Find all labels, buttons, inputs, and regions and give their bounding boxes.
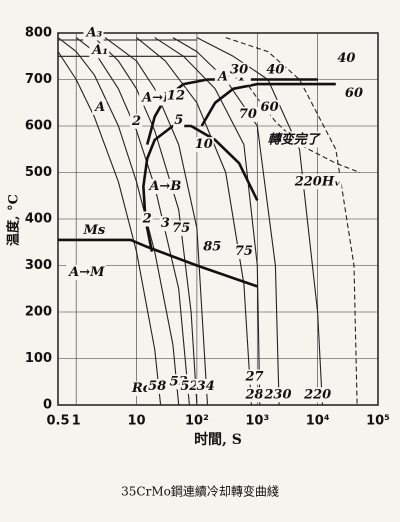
x-tick-label: 10² [185,414,209,429]
annotation-bg [92,99,107,115]
annotation: 12 [167,88,185,103]
curve [225,37,358,406]
annotation-bg [259,99,280,115]
annotation: 2 [131,114,141,129]
y-tick-label: 400 [25,212,52,227]
y-tick-label: 300 [25,258,52,273]
y-tick-label: 0 [43,398,52,413]
annotation: 75 [172,221,190,236]
annotation: 58 [148,379,166,394]
curve [57,51,162,406]
annotation-bg [129,381,152,397]
annotation: 220Hᵥ [294,174,341,189]
annotation-bg [237,106,258,122]
annotation: A₁ [90,43,108,58]
curve [58,238,258,288]
annotation: 27 [244,370,263,385]
annotation: A→F [140,91,173,106]
annotation: A [93,100,105,115]
x-tick-label: 10⁴ [306,414,330,429]
annotation-bg [89,43,110,59]
y-tick-label: 800 [25,26,52,41]
annotation-bg [262,387,293,403]
curve [243,79,360,174]
y-tick-label: 200 [25,305,52,320]
y-tick-label: 500 [25,165,52,180]
annotation-bg [139,90,175,106]
y-axis-label: 温度, °C [6,194,22,246]
annotation-bg [165,88,187,104]
annotation: 40 [266,63,284,78]
curve [196,37,323,406]
x-axis-label: 时間, S [194,431,242,448]
annotation-bg [66,264,107,280]
annotation: 5 [174,113,183,128]
annotation: 60 [261,100,279,115]
curve [172,37,280,406]
curve [145,78,318,145]
annotation-bg [336,51,357,67]
annotation-bg [140,211,153,227]
annotation-bg [266,131,323,148]
x-tick-label: 10 [127,414,145,429]
curve [104,37,209,406]
annotation: 34 [197,379,215,394]
curve [154,37,261,406]
annotation-bg [130,113,143,129]
annotation-bg [233,244,254,260]
annotation: 10 [195,137,213,152]
annotation-bg [193,137,214,153]
annotation-bg [343,85,365,101]
x-tick-label: 10⁵ [366,414,390,429]
annotation: 60 [345,86,363,101]
annotation-bg [159,216,171,232]
annotation: Ms [82,223,105,238]
y-tick-label: 600 [25,119,52,134]
annotation: 75 [235,244,253,259]
annotation: 230 [263,387,291,402]
annotation: 70 [239,107,257,122]
annotation: 220 [303,387,331,402]
annotation: 85 [203,239,221,254]
annotation: 3 [161,216,170,231]
annotation-bg [173,112,185,128]
annotation-bg [265,62,286,78]
x-tick-label: 1 [72,414,81,429]
y-tick-label: 100 [25,351,52,366]
x-tick-label: 0.5 [46,414,69,429]
annotation-bg [146,178,183,194]
annotation-bg [195,378,216,394]
annotation: A₃ [84,26,102,41]
curve [93,37,198,406]
annotation-bg [171,220,192,236]
annotation-bg [243,369,265,385]
annotation: 28 [244,387,263,402]
curve [142,124,259,252]
annotation: 40 [337,51,355,66]
annotation: A→M [67,265,105,280]
annotation-bg [83,25,104,41]
annotation: 轉变完了 [268,131,322,147]
annotation: A→B [147,179,181,194]
annotation-bg [302,387,333,403]
annotation: Rc [131,381,151,396]
curve [200,82,336,127]
x-tick-label: 10³ [245,414,269,429]
annotation-bg [202,239,223,255]
annotation-bg [243,387,265,403]
annotation: 52 [180,379,198,394]
annotation-bg [147,378,168,394]
annotation-bg [179,378,200,394]
annotation-bg [292,174,342,190]
annotation-bg [81,223,107,239]
curve [57,37,180,406]
y-tick-label: 700 [25,72,52,87]
annotation: 2 [142,212,152,227]
annotation: 30 [230,63,248,78]
caption: 35CrMo鋼連續冷却轉变曲綫 [121,484,279,499]
annotation-bg [229,62,250,78]
